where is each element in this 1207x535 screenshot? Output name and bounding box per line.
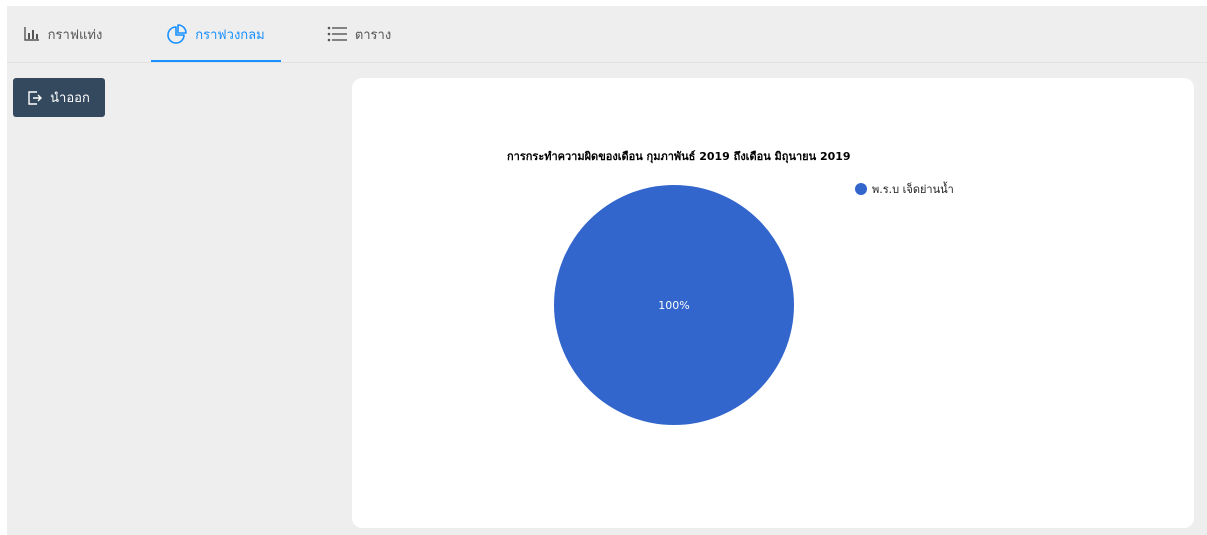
tab-label: ตาราง xyxy=(354,27,392,43)
export-label: นำออก xyxy=(50,91,90,106)
pie-slice[interactable] xyxy=(554,185,794,425)
chart-card: การกระทำความผิดของเดือน กุมภาพันธ์ 2019 … xyxy=(352,78,1194,528)
pie-chart: การกระทำความผิดของเดือน กุมภาพันธ์ 2019 … xyxy=(507,150,954,425)
legend-swatch xyxy=(855,183,867,195)
tab-label: กราฟวงกลม xyxy=(195,27,265,43)
pie-chart-icon xyxy=(167,24,188,44)
slice-data-label: 100% xyxy=(658,299,689,312)
list-icon xyxy=(327,26,347,42)
legend-item[interactable]: พ.ร.บ เจ็ดย่านน้ำ xyxy=(872,181,954,196)
export-button[interactable]: นำออก xyxy=(13,78,105,117)
pie-slices: 100% xyxy=(554,185,794,425)
tab-bar-chart[interactable]: กราฟแท่ง xyxy=(13,6,113,62)
app-frame: กราฟแท่ง กราฟวงกลม xyxy=(7,6,1207,535)
export-icon xyxy=(28,90,43,105)
bar-chart-icon xyxy=(23,27,40,41)
chart-legend: พ.ร.บ เจ็ดย่านน้ำ xyxy=(855,181,954,196)
chart-title: การกระทำความผิดของเดือน กุมภาพันธ์ 2019 … xyxy=(507,150,851,164)
tab-table[interactable]: ตาราง xyxy=(319,6,399,62)
tab-pie-chart[interactable]: กราฟวงกลม xyxy=(151,6,281,62)
tab-label: กราฟแท่ง xyxy=(47,27,103,43)
chart-tab-bar: กราฟแท่ง กราฟวงกลม xyxy=(7,6,1207,63)
